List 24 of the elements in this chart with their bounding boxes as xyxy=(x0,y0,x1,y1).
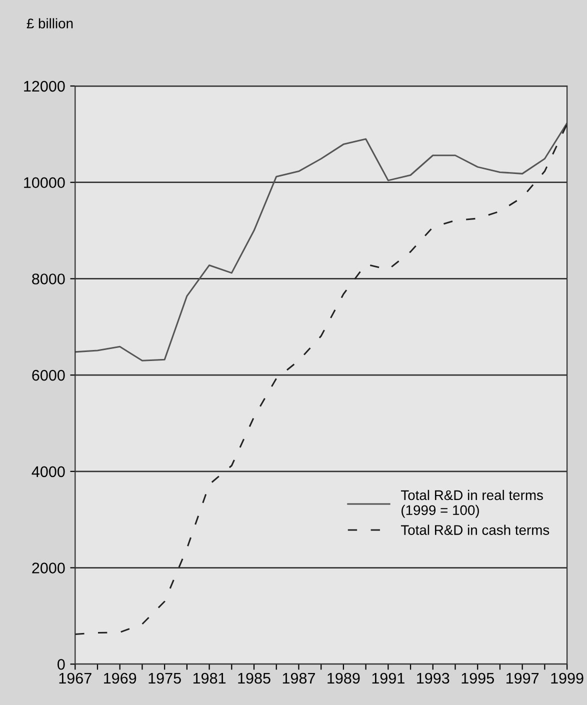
y-tick-label: 4000 xyxy=(32,466,65,478)
x-tick-label: 1969 xyxy=(104,672,136,684)
x-tick-label: 1991 xyxy=(372,672,404,684)
x-tick-label: 1993 xyxy=(417,672,450,684)
x-tick-label: 1995 xyxy=(462,672,494,684)
y-tick-label: 2000 xyxy=(32,562,65,574)
line-series xyxy=(75,122,568,362)
x-tick-label: 1999 xyxy=(551,672,584,684)
x-tick-label: 1997 xyxy=(506,672,539,684)
y-tick-label: 12000 xyxy=(24,80,65,92)
x-tick-label: 1981 xyxy=(193,672,226,684)
y-tick-label: 6000 xyxy=(32,370,65,381)
x-tick-label: 1987 xyxy=(282,672,315,684)
y-tick-label: 8000 xyxy=(32,274,65,284)
x-tick-label: 1989 xyxy=(328,672,360,684)
legend-label: Total R&D in cash terms xyxy=(400,524,550,535)
x-tick-label: 1975 xyxy=(148,672,181,684)
x-tick-label: 1985 xyxy=(238,672,270,684)
line-series xyxy=(75,123,568,636)
legend-label: Total R&D in real terms (1999 = 100) xyxy=(400,490,543,518)
y-tick-label: 0 xyxy=(58,658,65,670)
y-tick-label: 10000 xyxy=(24,177,65,188)
y-axis-title: £ billion xyxy=(26,18,73,28)
x-tick-label: 1967 xyxy=(59,672,92,684)
